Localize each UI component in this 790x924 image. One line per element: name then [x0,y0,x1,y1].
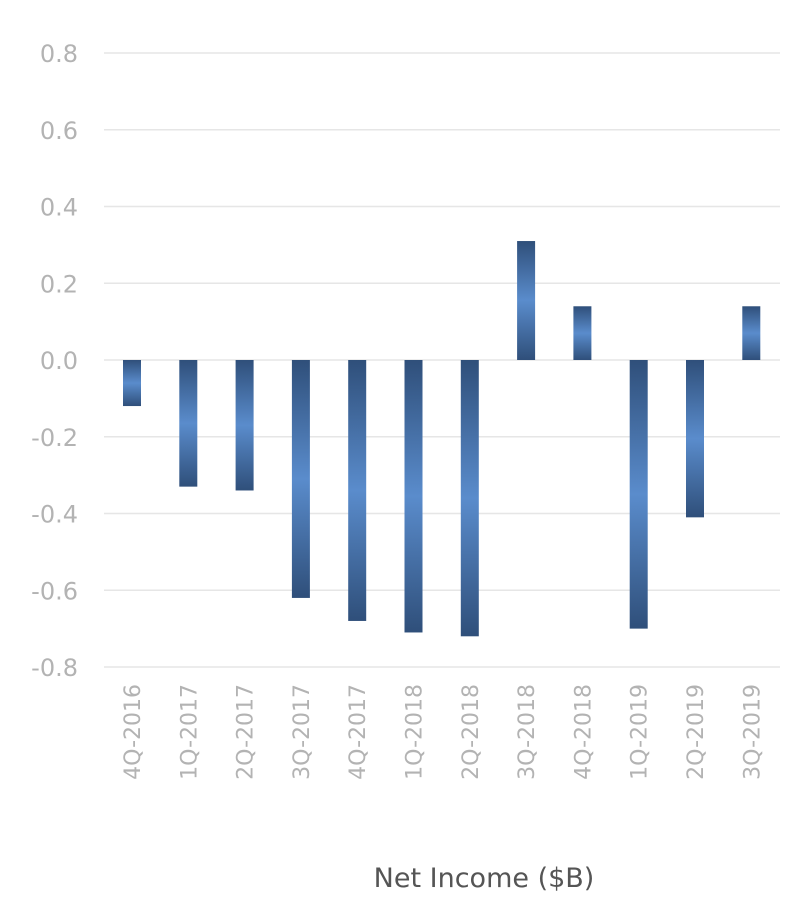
x-tick-label: 3Q-2018 [515,684,540,780]
x-tick-label: 4Q-2017 [346,684,371,780]
y-axis-ticks: 0.8 0.6 0.4 0.2 0.0 -0.2 -0.4 -0.6 -0.8 [31,40,78,682]
x-tick-label: 1Q-2017 [177,684,202,780]
y-tick-label: -0.2 [31,424,78,452]
bar-3Q-2018 [517,241,536,360]
x-tick-label: 4Q-2018 [571,684,596,780]
x-tick-label: 1Q-2018 [403,684,428,780]
y-tick-label: 0.2 [40,270,78,298]
y-tick-label: 0.4 [40,194,78,222]
x-tick-label: 4Q-2016 [121,684,146,780]
x-tick-label: 3Q-2019 [740,684,765,780]
x-axis-label: Net Income ($B) [374,863,595,894]
x-tick-label: 3Q-2017 [290,684,315,780]
bar-4Q-2017 [348,360,367,621]
x-tick-label: 2Q-2019 [684,684,709,780]
bar-1Q-2018 [404,360,423,633]
bar-2Q-2017 [235,360,254,491]
bars [123,241,761,637]
y-tick-label: -0.6 [31,577,78,605]
x-tick-label: 1Q-2019 [628,684,653,780]
bar-3Q-2019 [742,306,761,360]
bar-3Q-2017 [291,360,310,598]
y-tick-label: 0.0 [40,347,78,375]
y-tick-label: 0.6 [40,117,78,145]
y-tick-label: 0.8 [40,40,78,68]
bar-2Q-2018 [460,360,479,637]
bar-4Q-2016 [123,360,141,407]
bar-4Q-2018 [573,306,592,360]
y-tick-label: -0.4 [31,501,78,529]
gridlines [104,52,780,668]
x-tick-label: 2Q-2018 [459,684,484,780]
y-tick-label: -0.8 [31,654,78,682]
bar-2Q-2019 [686,360,704,518]
bar-1Q-2019 [629,360,648,629]
x-tick-label: 2Q-2017 [234,684,259,780]
bar-1Q-2017 [179,360,198,487]
x-axis-ticks: 4Q-2016 1Q-2017 2Q-2017 3Q-2017 4Q-2017 1Q-20… [121,684,765,780]
